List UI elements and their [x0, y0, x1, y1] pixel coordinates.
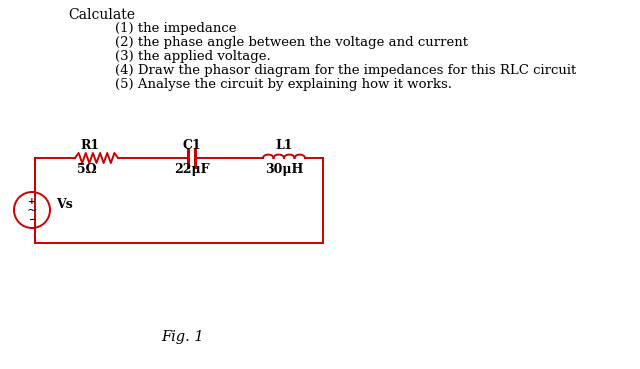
- Text: 22μF: 22μF: [173, 163, 209, 176]
- Text: C1: C1: [182, 139, 201, 152]
- Text: (5) Analyse the circuit by explaining how it works.: (5) Analyse the circuit by explaining ho…: [115, 78, 452, 91]
- Text: ~: ~: [27, 203, 37, 217]
- Text: +: +: [28, 197, 36, 206]
- Text: (1) the impedance: (1) the impedance: [115, 22, 237, 35]
- Text: Calculate: Calculate: [68, 8, 135, 22]
- Text: Fig. 1: Fig. 1: [162, 330, 204, 344]
- Text: R1: R1: [80, 139, 99, 152]
- Text: Vs: Vs: [56, 197, 73, 210]
- Text: 5Ω: 5Ω: [77, 163, 97, 176]
- Text: (4) Draw the phasor diagram for the impedances for this RLC circuit: (4) Draw the phasor diagram for the impe…: [115, 64, 576, 77]
- Text: (3) the applied voltage.: (3) the applied voltage.: [115, 50, 271, 63]
- Text: (2) the phase angle between the voltage and current: (2) the phase angle between the voltage …: [115, 36, 468, 49]
- Text: −: −: [28, 214, 36, 224]
- Text: 30μH: 30μH: [265, 163, 303, 176]
- Text: L1: L1: [275, 139, 292, 152]
